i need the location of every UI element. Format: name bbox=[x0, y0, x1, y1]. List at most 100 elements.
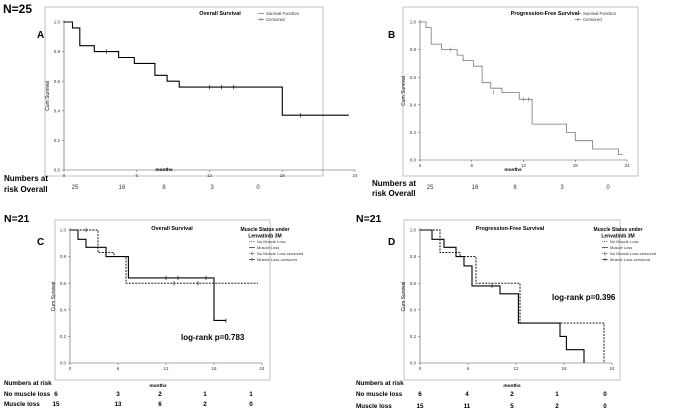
risk-header: Numbers at bbox=[4, 174, 48, 183]
y-tick-label: 0.0 bbox=[60, 361, 67, 366]
y-tick-label: 0.6 bbox=[54, 79, 61, 84]
risk-header: risk Overall bbox=[372, 189, 416, 198]
y-tick-label: 0.4 bbox=[410, 102, 417, 107]
risk-row-label: No muscle loss bbox=[356, 391, 403, 398]
risk-header: risk Overall bbox=[4, 185, 48, 194]
y-tick-label: 0.2 bbox=[60, 334, 67, 339]
legend-item: Censored bbox=[266, 17, 285, 22]
legend-item: Muscle Loss bbox=[257, 245, 279, 250]
y-tick-label: 0.4 bbox=[410, 307, 417, 312]
plot-frame bbox=[54, 219, 271, 381]
x-tick-label: 18 bbox=[280, 173, 286, 178]
y-tick-label: 0.8 bbox=[410, 47, 417, 52]
n-label-bottom-left: N=21 bbox=[4, 213, 30, 225]
km-curve-solid bbox=[420, 21, 623, 155]
panel-letter: B bbox=[388, 30, 395, 41]
x-tick-label: 12 bbox=[521, 163, 527, 168]
x-tick-label: 6 bbox=[135, 173, 138, 178]
risk-row-label: Muscle loss bbox=[4, 401, 40, 408]
risk-value: 0 bbox=[603, 403, 607, 410]
legend-item: Censored bbox=[583, 17, 602, 22]
x-axis-label: months bbox=[503, 383, 521, 389]
risk-value: 2 bbox=[158, 391, 162, 398]
legend-title: Lenvatinib 3M bbox=[248, 234, 281, 240]
x-tick-label: 6 bbox=[470, 163, 473, 168]
x-tick-label: 18 bbox=[561, 366, 567, 371]
risk-table: months Numbers at risk No muscle loss 6 4 2 1 0… bbox=[356, 380, 607, 410]
risk-header: Numbers at risk bbox=[4, 380, 52, 387]
risk-value: 13 bbox=[114, 401, 122, 408]
y-axis-label: Cum Survival bbox=[401, 282, 407, 312]
panel-letter: C bbox=[37, 237, 44, 248]
x-tick-label: 0 bbox=[419, 163, 422, 168]
y-tick-label: 0.2 bbox=[410, 130, 417, 135]
risk-value: 2 bbox=[555, 403, 559, 410]
km-curve-solid bbox=[70, 229, 226, 321]
panel-d: D Progression-Free Survival 0.0 0.2 0.4 0.6 0.… bbox=[356, 219, 657, 410]
x-tick-label: 24 bbox=[624, 163, 630, 168]
x-tick-label: 18 bbox=[573, 163, 579, 168]
y-tick-label: 1.0 bbox=[410, 20, 417, 25]
y-axis-label: Cum Survival bbox=[401, 76, 407, 106]
risk-value: 16 bbox=[472, 185, 479, 191]
y-axis-label: Cum Survival bbox=[45, 81, 51, 111]
x-tick-label: 0 bbox=[69, 366, 72, 371]
y-tick-label: 0.0 bbox=[54, 168, 61, 173]
risk-value: 0 bbox=[603, 391, 607, 398]
panel-b: B Progression-Free Survival 0.0 0.2 0.4 0.6 0.… bbox=[372, 6, 639, 198]
chart-title: Progression-Free Survival bbox=[511, 11, 580, 17]
y-tick-label: 0.2 bbox=[54, 138, 61, 143]
legend-item: No Muscle Loss-censored bbox=[610, 251, 656, 256]
risk-value: 3 bbox=[116, 391, 120, 398]
risk-value: 6 bbox=[54, 391, 58, 398]
n-label-top: N=25 bbox=[3, 2, 32, 16]
km-curve-dashed bbox=[70, 229, 258, 284]
y-axis-label: Cum Survival bbox=[51, 282, 57, 312]
log-rank-annotation: log-rank p=0.783 bbox=[181, 333, 245, 342]
risk-value: 15 bbox=[416, 403, 424, 410]
risk-value: 3 bbox=[560, 185, 564, 191]
risk-value: 1 bbox=[203, 391, 207, 398]
x-tick-label: 12 bbox=[207, 173, 213, 178]
x-tick-label: 0 bbox=[419, 366, 422, 371]
risk-value: 1 bbox=[555, 391, 559, 398]
y-tick-label: 0.4 bbox=[54, 108, 61, 113]
y-tick-label: 0.6 bbox=[410, 75, 417, 80]
legend-item: Muscle Loss bbox=[610, 245, 632, 250]
y-tick-label: 1.0 bbox=[54, 20, 61, 25]
legend-item: Muscle Loss-censored bbox=[610, 257, 650, 262]
y-tick-label: 1.0 bbox=[60, 228, 67, 233]
x-axis-label: months bbox=[149, 383, 167, 389]
log-rank-annotation: log-rank p=0.396 bbox=[552, 293, 616, 302]
y-tick-label: 0.6 bbox=[410, 281, 417, 286]
panel-letter: A bbox=[37, 30, 44, 41]
risk-value: 15 bbox=[52, 401, 60, 408]
legend-item: Survival Function bbox=[266, 11, 300, 16]
risk-value: 8 bbox=[513, 185, 517, 191]
risk-row-label: No muscle loss bbox=[4, 391, 51, 398]
x-tick-label: 24 bbox=[609, 366, 615, 371]
chart-title: Overall Survival bbox=[151, 226, 193, 232]
x-tick-label: 12 bbox=[513, 366, 519, 371]
risk-value: 16 bbox=[119, 185, 126, 191]
risk-value: 6 bbox=[158, 401, 162, 408]
y-tick-label: 0.4 bbox=[60, 307, 67, 312]
risk-value: 0 bbox=[606, 185, 610, 191]
y-tick-label: 0.8 bbox=[410, 254, 417, 259]
x-tick-label: 18 bbox=[211, 366, 217, 371]
risk-value: 3 bbox=[210, 185, 214, 191]
x-tick-label: 24 bbox=[352, 173, 358, 178]
y-tick-label: 0.2 bbox=[410, 334, 417, 339]
risk-value: 25 bbox=[427, 185, 434, 191]
x-axis-label: months bbox=[155, 167, 173, 173]
legend-title: Muscle Status under bbox=[241, 227, 290, 233]
y-tick-label: 0.8 bbox=[54, 49, 61, 54]
risk-value: 8 bbox=[162, 185, 166, 191]
x-tick-label: 6 bbox=[467, 366, 470, 371]
